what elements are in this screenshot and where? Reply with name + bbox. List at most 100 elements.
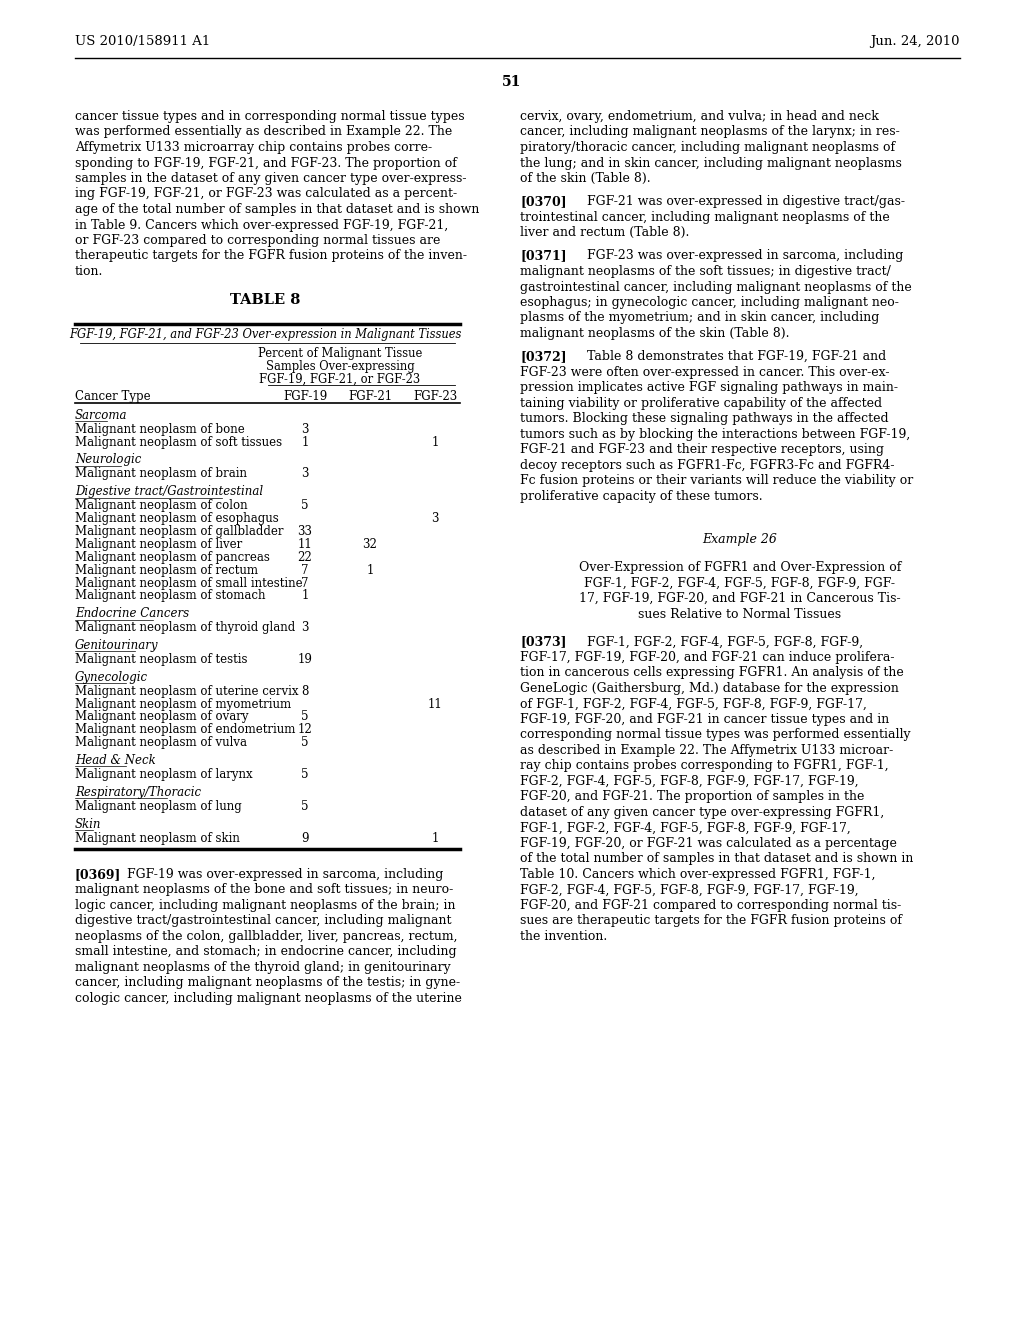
Text: FGF-23 was over-expressed in sarcoma, including: FGF-23 was over-expressed in sarcoma, in… xyxy=(575,249,903,263)
Text: US 2010/158911 A1: US 2010/158911 A1 xyxy=(75,36,210,48)
Text: FGF-19, FGF-21, and FGF-23 Over-expression in Malignant Tissues: FGF-19, FGF-21, and FGF-23 Over-expressi… xyxy=(69,327,461,341)
Text: malignant neoplasms of the thyroid gland; in genitourinary: malignant neoplasms of the thyroid gland… xyxy=(75,961,451,974)
Text: [0369]: [0369] xyxy=(75,869,122,880)
Text: FGF-20, and FGF-21 compared to corresponding normal tis-: FGF-20, and FGF-21 compared to correspon… xyxy=(520,899,901,912)
Text: samples in the dataset of any given cancer type over-express-: samples in the dataset of any given canc… xyxy=(75,172,467,185)
Text: Endocrine Cancers: Endocrine Cancers xyxy=(75,607,189,620)
Text: Percent of Malignant Tissue: Percent of Malignant Tissue xyxy=(258,347,422,360)
Text: Fc fusion proteins or their variants will reduce the viability or: Fc fusion proteins or their variants wil… xyxy=(520,474,913,487)
Text: Head & Neck: Head & Neck xyxy=(75,754,156,767)
Text: age of the total number of samples in that dataset and is shown: age of the total number of samples in th… xyxy=(75,203,479,216)
Text: 33: 33 xyxy=(298,525,312,539)
Text: FGF-23 were often over-expressed in cancer. This over-ex-: FGF-23 were often over-expressed in canc… xyxy=(520,366,890,379)
Text: 22: 22 xyxy=(298,550,312,564)
Text: 51: 51 xyxy=(503,75,521,88)
Text: Respiratory/Thoracic: Respiratory/Thoracic xyxy=(75,785,201,799)
Text: the lung; and in skin cancer, including malignant neoplasms: the lung; and in skin cancer, including … xyxy=(520,157,902,169)
Text: FGF-20, and FGF-21. The proportion of samples in the: FGF-20, and FGF-21. The proportion of sa… xyxy=(520,791,864,804)
Text: [0372]: [0372] xyxy=(520,350,566,363)
Text: ray chip contains probes corresponding to FGFR1, FGF-1,: ray chip contains probes corresponding t… xyxy=(520,759,889,772)
Text: FGF-21 and FGF-23 and their respective receptors, using: FGF-21 and FGF-23 and their respective r… xyxy=(520,444,884,457)
Text: or FGF-23 compared to corresponding normal tissues are: or FGF-23 compared to corresponding norm… xyxy=(75,234,440,247)
Text: corresponding normal tissue types was performed essentially: corresponding normal tissue types was pe… xyxy=(520,729,910,742)
Text: 1: 1 xyxy=(431,832,438,845)
Text: 1: 1 xyxy=(301,590,308,602)
Text: Malignant neoplasm of brain: Malignant neoplasm of brain xyxy=(75,467,247,480)
Text: the invention.: the invention. xyxy=(520,931,607,942)
Text: tumors such as by blocking the interactions between FGF-19,: tumors such as by blocking the interacti… xyxy=(520,428,910,441)
Text: dataset of any given cancer type over-expressing FGFR1,: dataset of any given cancer type over-ex… xyxy=(520,807,885,818)
Text: 1: 1 xyxy=(431,436,438,449)
Text: sues Relative to Normal Tissues: sues Relative to Normal Tissues xyxy=(638,607,842,620)
Text: Cancer Type: Cancer Type xyxy=(75,391,151,403)
Text: Malignant neoplasm of larynx: Malignant neoplasm of larynx xyxy=(75,768,253,781)
Text: FGF-2, FGF-4, FGF-5, FGF-8, FGF-9, FGF-17, FGF-19,: FGF-2, FGF-4, FGF-5, FGF-8, FGF-9, FGF-1… xyxy=(520,775,859,788)
Text: Genitourinary: Genitourinary xyxy=(75,639,159,652)
Text: FGF-19 was over-expressed in sarcoma, including: FGF-19 was over-expressed in sarcoma, in… xyxy=(115,869,443,880)
Text: liver and rectum (Table 8).: liver and rectum (Table 8). xyxy=(520,226,689,239)
Text: 3: 3 xyxy=(301,467,309,480)
Text: Malignant neoplasm of colon: Malignant neoplasm of colon xyxy=(75,499,248,512)
Text: 5: 5 xyxy=(301,737,309,750)
Text: cancer tissue types and in corresponding normal tissue types: cancer tissue types and in corresponding… xyxy=(75,110,465,123)
Text: Malignant neoplasm of testis: Malignant neoplasm of testis xyxy=(75,653,248,667)
Text: Malignant neoplasm of esophagus: Malignant neoplasm of esophagus xyxy=(75,512,279,525)
Text: piratory/thoracic cancer, including malignant neoplasms of: piratory/thoracic cancer, including mali… xyxy=(520,141,895,154)
Text: as described in Example 22. The Affymetrix U133 microar-: as described in Example 22. The Affymetr… xyxy=(520,744,893,756)
Text: cancer, including malignant neoplasms of the testis; in gyne-: cancer, including malignant neoplasms of… xyxy=(75,977,460,990)
Text: 3: 3 xyxy=(301,622,309,634)
Text: Malignant neoplasm of thyroid gland: Malignant neoplasm of thyroid gland xyxy=(75,622,295,634)
Text: of the total number of samples in that dataset and is shown in: of the total number of samples in that d… xyxy=(520,853,913,866)
Text: esophagus; in gynecologic cancer, including malignant neo-: esophagus; in gynecologic cancer, includ… xyxy=(520,296,899,309)
Text: in Table 9. Cancers which over-expressed FGF-19, FGF-21,: in Table 9. Cancers which over-expressed… xyxy=(75,219,449,231)
Text: Table 10. Cancers which over-expressed FGFR1, FGF-1,: Table 10. Cancers which over-expressed F… xyxy=(520,869,876,880)
Text: FGF-19, FGF-21, or FGF-23: FGF-19, FGF-21, or FGF-23 xyxy=(259,372,421,385)
Text: of the skin (Table 8).: of the skin (Table 8). xyxy=(520,172,650,185)
Text: 3: 3 xyxy=(431,512,438,525)
Text: Samples Over-expressing: Samples Over-expressing xyxy=(265,360,415,374)
Text: 7: 7 xyxy=(301,564,309,577)
Text: Malignant neoplasm of uterine cervix: Malignant neoplasm of uterine cervix xyxy=(75,685,299,698)
Text: Table 8 demonstrates that FGF-19, FGF-21 and: Table 8 demonstrates that FGF-19, FGF-21… xyxy=(575,350,886,363)
Text: was performed essentially as described in Example 22. The: was performed essentially as described i… xyxy=(75,125,453,139)
Text: Malignant neoplasm of liver: Malignant neoplasm of liver xyxy=(75,537,243,550)
Text: logic cancer, including malignant neoplasms of the brain; in: logic cancer, including malignant neopla… xyxy=(75,899,456,912)
Text: FGF-1, FGF-2, FGF-4, FGF-5, FGF-8, FGF-9, FGF-: FGF-1, FGF-2, FGF-4, FGF-5, FGF-8, FGF-9… xyxy=(585,577,896,590)
Text: taining viability or proliferative capability of the affected: taining viability or proliferative capab… xyxy=(520,397,882,409)
Text: TABLE 8: TABLE 8 xyxy=(229,293,300,308)
Text: GeneLogic (Gaithersburg, Md.) database for the expression: GeneLogic (Gaithersburg, Md.) database f… xyxy=(520,682,899,694)
Text: Malignant neoplasm of rectum: Malignant neoplasm of rectum xyxy=(75,564,258,577)
Text: malignant neoplasms of the skin (Table 8).: malignant neoplasms of the skin (Table 8… xyxy=(520,327,790,341)
Text: Malignant neoplasm of small intestine: Malignant neoplasm of small intestine xyxy=(75,577,303,590)
Text: Malignant neoplasm of soft tissues: Malignant neoplasm of soft tissues xyxy=(75,436,283,449)
Text: 19: 19 xyxy=(298,653,312,667)
Text: 11: 11 xyxy=(298,537,312,550)
Text: Example 26: Example 26 xyxy=(702,533,777,546)
Text: FGF-19, FGF-20, or FGF-21 was calculated as a percentage: FGF-19, FGF-20, or FGF-21 was calculated… xyxy=(520,837,897,850)
Text: 12: 12 xyxy=(298,723,312,737)
Text: malignant neoplasms of the bone and soft tissues; in neuro-: malignant neoplasms of the bone and soft… xyxy=(75,883,454,896)
Text: ing FGF-19, FGF-21, or FGF-23 was calculated as a percent-: ing FGF-19, FGF-21, or FGF-23 was calcul… xyxy=(75,187,457,201)
Text: gastrointestinal cancer, including malignant neoplasms of the: gastrointestinal cancer, including malig… xyxy=(520,281,911,293)
Text: 7: 7 xyxy=(301,577,309,590)
Text: Malignant neoplasm of endometrium: Malignant neoplasm of endometrium xyxy=(75,723,295,737)
Text: Over-Expression of FGFR1 and Over-Expression of: Over-Expression of FGFR1 and Over-Expres… xyxy=(579,561,901,574)
Text: 5: 5 xyxy=(301,499,309,512)
Text: Malignant neoplasm of stomach: Malignant neoplasm of stomach xyxy=(75,590,265,602)
Text: [0371]: [0371] xyxy=(520,249,566,263)
Text: Sarcoma: Sarcoma xyxy=(75,409,128,422)
Text: FGF-23: FGF-23 xyxy=(413,391,457,403)
Text: malignant neoplasms of the soft tissues; in digestive tract/: malignant neoplasms of the soft tissues;… xyxy=(520,265,891,279)
Text: tion.: tion. xyxy=(75,265,103,279)
Text: FGF-21: FGF-21 xyxy=(348,391,392,403)
Text: small intestine, and stomach; in endocrine cancer, including: small intestine, and stomach; in endocri… xyxy=(75,945,457,958)
Text: 5: 5 xyxy=(301,768,309,781)
Text: [0373]: [0373] xyxy=(520,635,566,648)
Text: [0370]: [0370] xyxy=(520,195,566,209)
Text: sues are therapeutic targets for the FGFR fusion proteins of: sues are therapeutic targets for the FGF… xyxy=(520,915,902,928)
Text: cologic cancer, including malignant neoplasms of the uterine: cologic cancer, including malignant neop… xyxy=(75,991,462,1005)
Text: 32: 32 xyxy=(362,537,378,550)
Text: 17, FGF-19, FGF-20, and FGF-21 in Cancerous Tis-: 17, FGF-19, FGF-20, and FGF-21 in Cancer… xyxy=(580,593,901,605)
Text: therapeutic targets for the FGFR fusion proteins of the inven-: therapeutic targets for the FGFR fusion … xyxy=(75,249,467,263)
Text: FGF-21 was over-expressed in digestive tract/gas-: FGF-21 was over-expressed in digestive t… xyxy=(575,195,905,209)
